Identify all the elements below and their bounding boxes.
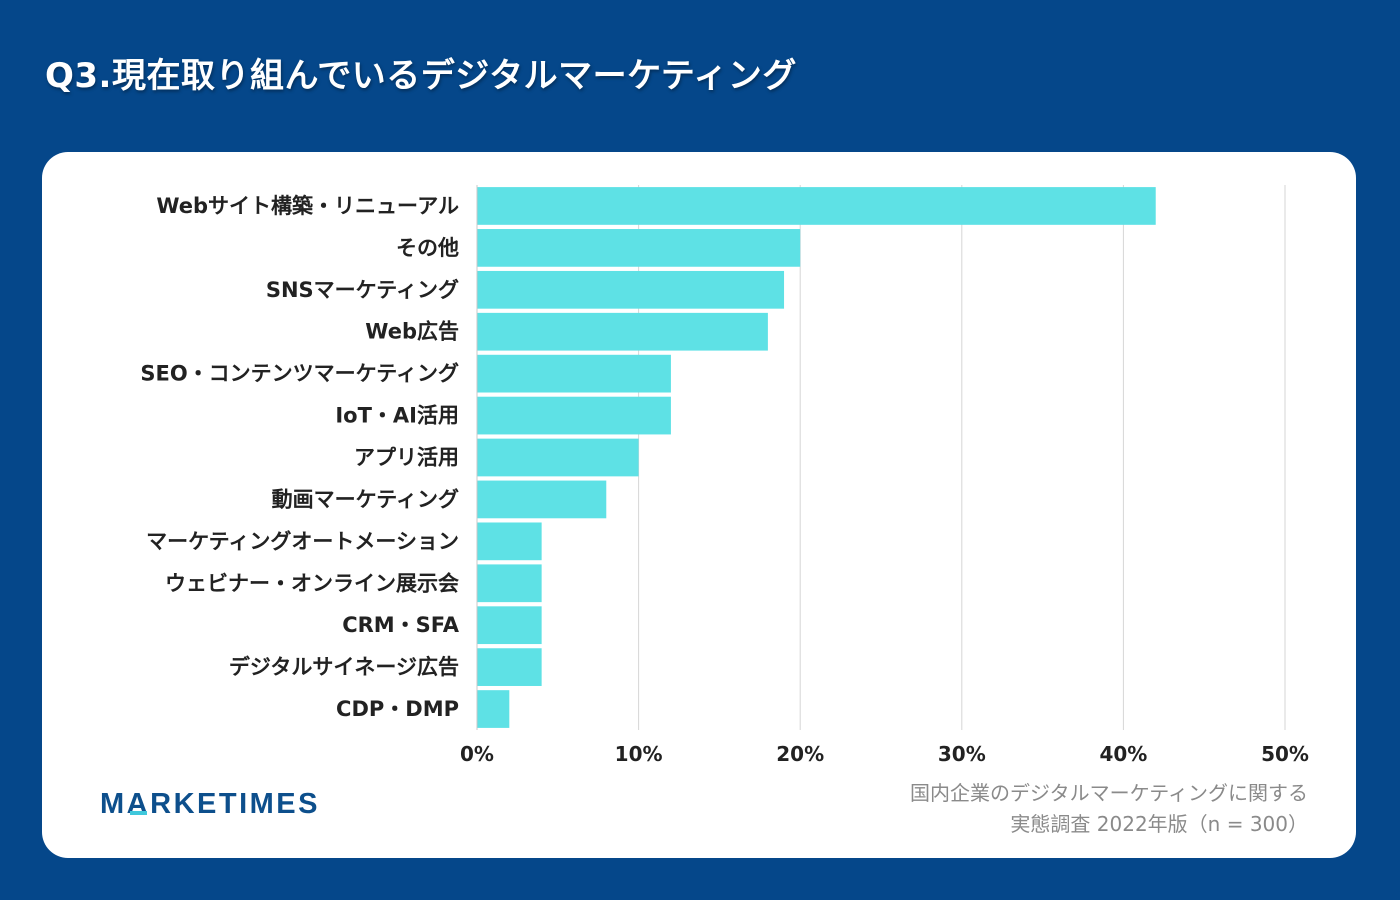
category-label-13: CDP・DMP [336, 697, 459, 721]
bar-9 [477, 522, 542, 561]
category-label-5: SEO・コンテンツマーケティング [140, 362, 459, 386]
page-title: Q3.現在取り組んでいるデジタルマーケティング [45, 56, 797, 96]
bar-1 [477, 187, 1156, 225]
x-tick-label-5: 50% [1261, 742, 1309, 766]
bar-13 [477, 690, 510, 728]
category-label-6: IoT・AI活用 [335, 404, 459, 428]
bar-12 [477, 648, 542, 686]
bar-6 [477, 396, 671, 435]
category-label-3: SNSマーケティング [266, 278, 459, 302]
bar-11 [477, 606, 542, 645]
category-label-4: Web広告 [365, 320, 459, 344]
x-tick-label-4: 40% [1099, 742, 1147, 766]
bar-2 [477, 229, 801, 267]
bar-8 [477, 480, 607, 519]
category-label-8: 動画マーケティング [272, 487, 459, 511]
source-line-1: 国内企業のデジタルマーケティングに関する [910, 781, 1308, 805]
x-tick-label-0: 0% [460, 742, 494, 766]
category-label-1: Webサイト構築・リニューアル [156, 194, 459, 218]
chart-card: Webサイト構築・リニューアルその他 SNSマーケティング Web広告 SEO・コンテ… [42, 152, 1356, 858]
category-label-9: マーケティングオートメーション [146, 529, 459, 553]
category-label-10: ウェビナー・オンライン展示会 [165, 571, 459, 595]
source-line-2: 実態調査 2022年版（n = 300） [1010, 812, 1308, 836]
marketimes-logo: MARKETIMES [100, 788, 320, 820]
x-tick-label-3: 30% [938, 742, 986, 766]
bar-3 [477, 270, 785, 309]
category-label-7: アプリ活用 [354, 446, 459, 470]
source-note: 国内企業のデジタルマーケティングに関する 実態調査 2022年版（n = 300… [910, 778, 1308, 840]
bar-7 [477, 438, 639, 477]
bar-5 [477, 354, 671, 393]
x-tick-label-1: 10% [615, 742, 663, 766]
bar-4 [477, 312, 768, 351]
category-label-12: デジタルサイネージ広告 [229, 655, 459, 679]
bar-10 [477, 564, 542, 603]
category-label-2: その他 [396, 236, 459, 260]
category-label-11: CRM・SFA [342, 613, 460, 637]
x-tick-label-2: 20% [776, 742, 824, 766]
